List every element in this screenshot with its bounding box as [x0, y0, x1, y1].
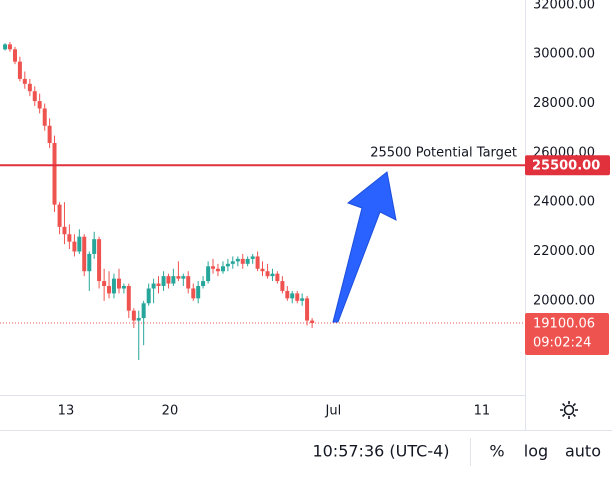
candle-body	[121, 286, 126, 289]
candle-body	[67, 234, 72, 242]
candle-body	[191, 288, 196, 299]
candle-body	[196, 286, 201, 299]
candle-body	[230, 261, 235, 264]
candle-body	[181, 276, 186, 279]
candle-body	[300, 298, 305, 301]
y-tick-label: 28000.00	[533, 96, 595, 111]
log-button[interactable]: log	[524, 442, 548, 461]
auto-button[interactable]: auto	[565, 442, 601, 461]
candle-body	[206, 266, 211, 282]
candle-body	[161, 276, 166, 287]
x-tick-label: 13	[58, 404, 75, 419]
candle-body	[166, 276, 171, 284]
percent-button[interactable]: %	[489, 442, 504, 461]
candle-body	[32, 91, 37, 102]
candle-body	[3, 44, 8, 50]
candle-body	[42, 108, 47, 126]
y-tick-label: 24000.00	[533, 195, 595, 210]
x-tick-label: 11	[474, 404, 491, 419]
last-price-label: 19100.06	[533, 317, 595, 332]
candle-body	[102, 281, 107, 287]
candle-body	[305, 298, 310, 321]
candle-body	[240, 258, 245, 264]
candle-body	[265, 271, 270, 277]
candle-body	[211, 266, 216, 269]
candle-body	[245, 258, 250, 264]
candle-body	[250, 256, 255, 259]
clock[interactable]: 10:57:36 (UTC-4)	[312, 442, 449, 461]
candle-body	[72, 241, 77, 252]
candle-body	[107, 286, 112, 294]
settings-icon-teeth	[560, 401, 578, 419]
candle-body	[260, 268, 265, 272]
y-tick-label: 32000.00	[533, 0, 595, 12]
candle-body	[92, 239, 97, 254]
candle-body	[82, 236, 87, 272]
countdown-label: 09:02:24	[533, 336, 591, 351]
candle-body	[295, 293, 300, 301]
candle-body	[136, 318, 141, 321]
candle-body	[27, 83, 32, 92]
candle-body	[280, 281, 285, 291]
target-price-label: 25500.00	[532, 159, 600, 174]
y-tick-label: 20000.00	[533, 293, 595, 308]
target-price-box	[525, 155, 610, 176]
last-price-box	[525, 313, 609, 356]
x-tick-label: 20	[162, 404, 179, 419]
candle-body	[131, 310, 136, 321]
candle-body	[225, 263, 230, 267]
candle-body	[186, 276, 191, 289]
candle-body	[116, 278, 121, 289]
candle-body	[176, 276, 181, 279]
plot-area	[3, 41, 315, 360]
candle-body	[290, 293, 295, 299]
candle-body	[97, 239, 102, 282]
candle-body	[17, 61, 22, 79]
candle-body	[13, 49, 18, 62]
settings-icon[interactable]	[560, 401, 578, 419]
candle-body	[111, 278, 116, 294]
candle-body	[126, 286, 131, 311]
candle-body	[57, 204, 62, 227]
candle-body	[52, 143, 57, 205]
candle-body	[270, 273, 275, 277]
candle-body	[201, 281, 206, 287]
candle-body	[215, 268, 220, 272]
candle-body	[77, 236, 82, 252]
candle-body	[22, 78, 27, 84]
candle-body	[156, 283, 161, 287]
candle-body	[146, 288, 151, 304]
candle-body	[285, 290, 290, 299]
candle-body	[87, 253, 92, 272]
candle-body	[235, 258, 240, 262]
candle-body	[310, 320, 315, 324]
target-annotation: 25500 Potential Target	[370, 146, 517, 161]
candle-body	[255, 256, 260, 269]
candle-body	[37, 101, 42, 109]
x-tick-label: Jul	[325, 404, 342, 419]
settings-icon-hub	[563, 404, 575, 416]
candle-body	[220, 266, 225, 272]
candle-body	[62, 226, 67, 235]
candle-body	[47, 125, 52, 144]
y-tick-label: 30000.00	[533, 47, 595, 62]
candle-body	[151, 283, 156, 289]
y-tick-label: 22000.00	[533, 244, 595, 259]
candle-body	[141, 303, 146, 319]
arrow-annotation	[332, 171, 397, 323]
candle-body	[275, 273, 280, 282]
candle-body	[7, 44, 12, 50]
candle-body	[171, 276, 176, 284]
